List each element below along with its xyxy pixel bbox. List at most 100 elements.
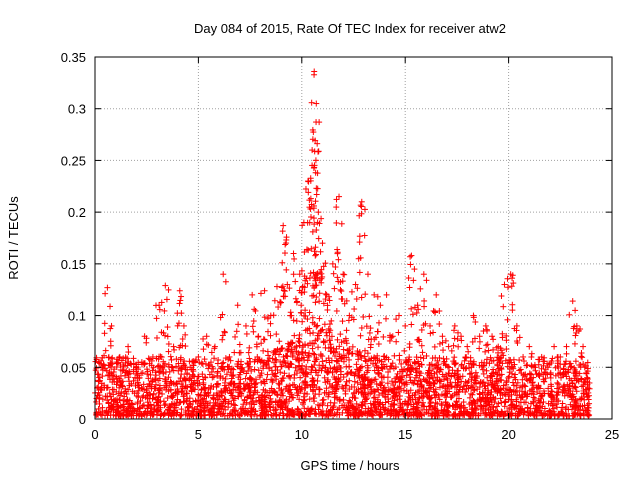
data-point bbox=[580, 343, 587, 350]
data-point bbox=[362, 291, 369, 298]
data-point bbox=[361, 232, 368, 239]
x-tick-label: 10 bbox=[295, 427, 309, 442]
data-point bbox=[236, 349, 243, 356]
data-point bbox=[464, 343, 471, 350]
data-point bbox=[339, 383, 346, 390]
data-point bbox=[509, 301, 516, 308]
data-point bbox=[279, 259, 286, 266]
data-point bbox=[176, 287, 183, 294]
data-point bbox=[257, 290, 264, 297]
data-point bbox=[177, 399, 184, 406]
data-point bbox=[309, 345, 316, 352]
data-point bbox=[406, 393, 413, 400]
data-point bbox=[319, 358, 326, 365]
data-point bbox=[161, 307, 168, 314]
data-point bbox=[361, 206, 368, 213]
data-point bbox=[178, 406, 185, 413]
data-point bbox=[451, 354, 458, 361]
data-point bbox=[451, 361, 458, 368]
data-point bbox=[454, 336, 461, 343]
data-point bbox=[316, 391, 323, 398]
data-point bbox=[480, 370, 487, 377]
data-point bbox=[246, 344, 253, 351]
data-point bbox=[313, 251, 320, 258]
data-point bbox=[501, 281, 508, 288]
data-point bbox=[129, 388, 136, 395]
data-point bbox=[401, 347, 408, 354]
data-point bbox=[343, 410, 350, 417]
data-point bbox=[235, 321, 242, 328]
data-point bbox=[261, 287, 268, 294]
data-point bbox=[418, 382, 425, 389]
data-point bbox=[140, 381, 147, 388]
data-point bbox=[310, 215, 317, 222]
data-point bbox=[516, 357, 523, 364]
data-point bbox=[180, 393, 187, 400]
data-point bbox=[336, 362, 343, 369]
data-point bbox=[273, 283, 280, 290]
data-point bbox=[411, 266, 418, 273]
data-point bbox=[578, 349, 585, 356]
data-point bbox=[278, 363, 285, 370]
data-point bbox=[433, 291, 440, 298]
data-point bbox=[252, 307, 259, 314]
data-point bbox=[317, 248, 324, 255]
data-point bbox=[320, 339, 327, 346]
data-point bbox=[315, 148, 322, 155]
data-point bbox=[339, 318, 346, 325]
data-point bbox=[264, 371, 271, 378]
data-point bbox=[298, 302, 305, 309]
data-point bbox=[370, 394, 377, 401]
axis-ticks: 0 5 10 15 20 25 0 0.05 0.1 0.15 0.2 0.25 0.3 0.35 bbox=[61, 50, 620, 442]
data-point bbox=[156, 302, 163, 309]
data-point bbox=[455, 343, 462, 350]
data-point bbox=[242, 322, 249, 329]
data-point bbox=[200, 346, 207, 353]
data-point bbox=[375, 341, 382, 348]
data-point bbox=[504, 275, 511, 282]
data-point bbox=[316, 119, 323, 126]
data-point bbox=[269, 379, 276, 386]
data-point bbox=[107, 303, 114, 310]
data-point bbox=[163, 296, 170, 303]
y-tick-label: 0.25 bbox=[61, 153, 86, 168]
data-point bbox=[153, 315, 160, 322]
data-point bbox=[233, 328, 240, 335]
data-point bbox=[272, 398, 279, 405]
data-point bbox=[343, 327, 350, 334]
data-point bbox=[234, 302, 241, 309]
data-point bbox=[189, 411, 196, 418]
data-point bbox=[490, 366, 497, 373]
data-point bbox=[276, 338, 283, 345]
data-point bbox=[436, 321, 443, 328]
data-point bbox=[559, 400, 566, 407]
data-point bbox=[338, 288, 345, 295]
data-point bbox=[465, 348, 472, 355]
data-point bbox=[484, 341, 491, 348]
data-point bbox=[357, 364, 364, 371]
data-point bbox=[393, 338, 400, 345]
data-point bbox=[145, 355, 152, 362]
data-point bbox=[501, 403, 508, 410]
data-point bbox=[137, 397, 144, 404]
data-point bbox=[220, 359, 227, 366]
data-point bbox=[380, 333, 387, 340]
data-point bbox=[221, 328, 228, 335]
data-point bbox=[549, 355, 556, 362]
data-point bbox=[160, 398, 167, 405]
data-point bbox=[125, 349, 132, 356]
data-point bbox=[396, 352, 403, 359]
data-point bbox=[307, 195, 314, 202]
data-point bbox=[510, 280, 517, 287]
data-point bbox=[248, 412, 255, 419]
data-point bbox=[484, 327, 491, 334]
data-point bbox=[312, 157, 319, 164]
data-point bbox=[334, 250, 341, 257]
data-point bbox=[344, 412, 351, 419]
data-point bbox=[251, 366, 258, 373]
data-point bbox=[169, 364, 176, 371]
data-point bbox=[526, 343, 533, 350]
data-point bbox=[249, 291, 256, 298]
data-point bbox=[389, 360, 396, 367]
